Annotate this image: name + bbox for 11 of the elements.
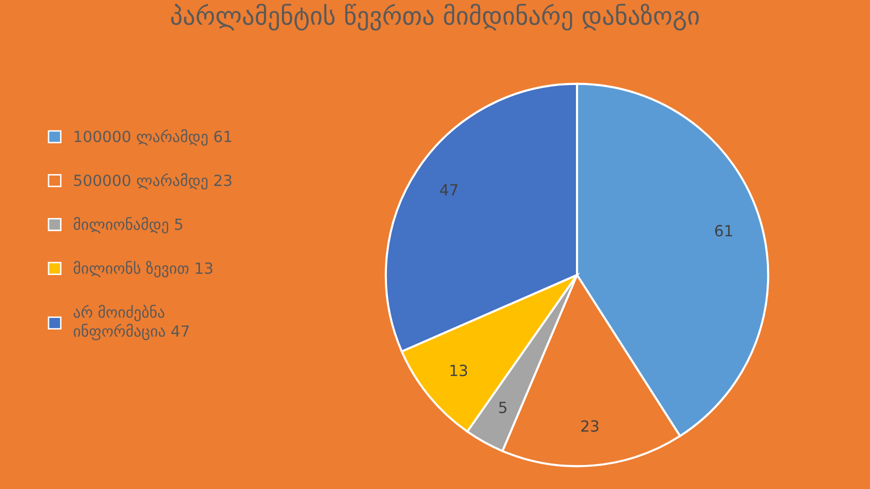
data-label: 5 — [499, 402, 506, 414]
data-label: 47 — [440, 184, 458, 196]
legend-label: მილიონს ზევით 13 — [74, 260, 212, 278]
data-label: 23 — [581, 420, 598, 432]
data-label: 61 — [715, 224, 732, 236]
legend-label: 500000 ლარამდე 23 — [74, 173, 232, 190]
chart-title: პარლამენტის წევრთა მიმდინარე დანაზოგი — [171, 4, 699, 31]
legend-label: არ მოიძებნა ინფორმაცია 47 — [74, 304, 189, 340]
legend-label: მილიონამდე 5 — [74, 217, 182, 234]
legend-label: 100000 ლარამდე 61 — [74, 129, 232, 146]
data-label: 13 — [450, 364, 468, 376]
